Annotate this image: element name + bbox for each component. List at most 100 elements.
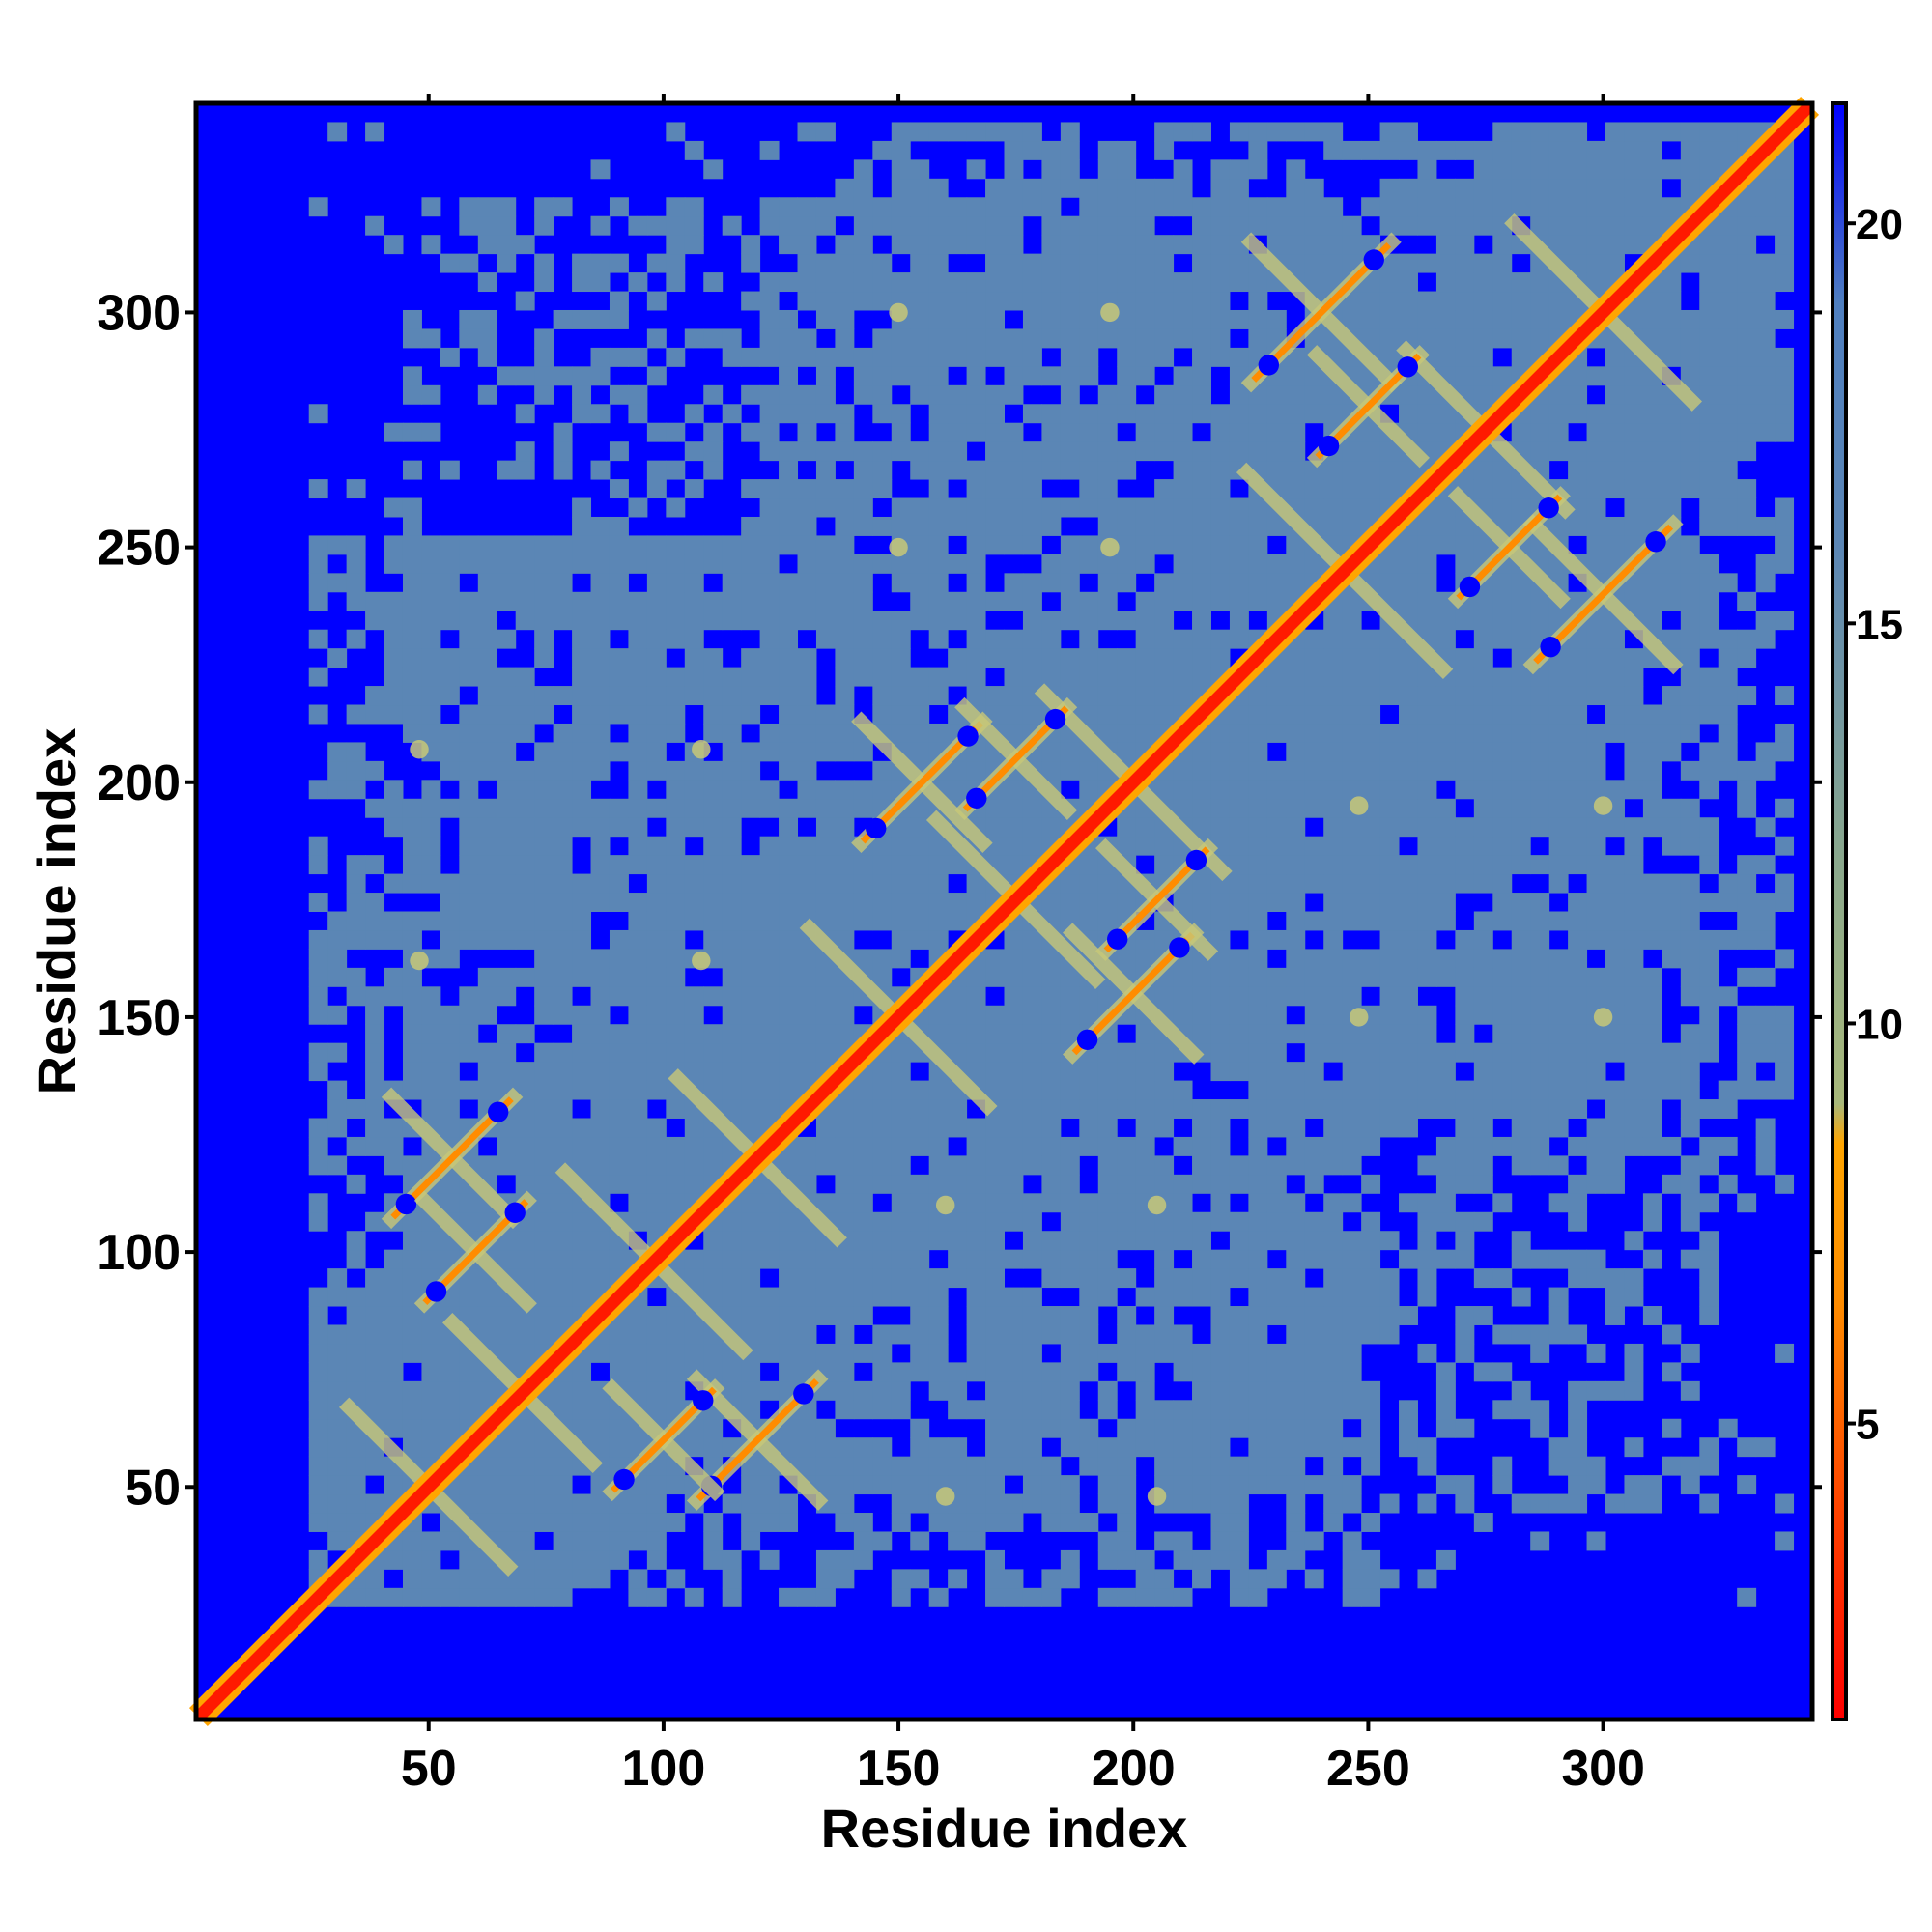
contact-cell xyxy=(421,873,441,894)
contact-cell xyxy=(1323,1418,1344,1438)
contact-cell xyxy=(1041,178,1062,198)
contact-cell xyxy=(703,1042,724,1063)
contact-cell xyxy=(1248,986,1268,1007)
contact-cell xyxy=(1680,253,1700,273)
contact-cell xyxy=(1455,648,1475,668)
contact-cell xyxy=(1342,742,1362,762)
contact-cell xyxy=(1586,178,1606,198)
contact-cell xyxy=(1399,1062,1418,1082)
contact-cell xyxy=(1624,1475,1644,1495)
contact-cell xyxy=(421,798,441,818)
contact-cell xyxy=(1229,1549,1249,1570)
contact-cell xyxy=(853,1456,873,1476)
contact-cell xyxy=(1266,1549,1287,1570)
contact-cell xyxy=(1117,1042,1137,1063)
contact-cell xyxy=(1286,686,1306,706)
contact-cell xyxy=(1586,780,1606,800)
contact-cell xyxy=(759,554,780,574)
contact-cell xyxy=(1248,1569,1268,1589)
contact-cell xyxy=(684,817,704,838)
contact-cell xyxy=(1004,1042,1024,1063)
contact-cell xyxy=(1605,1174,1625,1194)
contact-cell xyxy=(1568,1418,1588,1438)
contact-cell xyxy=(1361,686,1381,706)
contact-cell xyxy=(1642,1118,1662,1138)
contact-cell xyxy=(365,1324,385,1345)
contact-cell xyxy=(1473,1080,1493,1100)
contact-cell xyxy=(1004,235,1024,255)
contact-cell xyxy=(1379,573,1400,593)
contact-cell xyxy=(646,1062,667,1082)
contact-cell xyxy=(308,1418,328,1438)
contact-cell xyxy=(421,1569,441,1589)
contact-cell xyxy=(853,1475,873,1495)
contact-cell xyxy=(948,1456,968,1476)
contact-cell xyxy=(1079,591,1099,611)
contact-cell xyxy=(985,215,1005,236)
contact-cell xyxy=(1530,760,1550,781)
contact-cell xyxy=(609,591,629,611)
contact-cell xyxy=(1642,780,1662,800)
contact-cell xyxy=(815,309,836,329)
contact-cell xyxy=(1154,1231,1175,1251)
motif-hole xyxy=(1169,937,1190,958)
contact-cell xyxy=(872,949,893,969)
contact-cell xyxy=(1455,1343,1475,1363)
contact-cell xyxy=(384,911,404,931)
contact-cell xyxy=(646,1400,667,1420)
contact-cell xyxy=(1361,309,1381,329)
contact-cell xyxy=(1323,855,1344,875)
contact-cell xyxy=(797,1306,817,1325)
contact-cell xyxy=(1718,1080,1738,1100)
contact-cell xyxy=(948,215,968,236)
contact-cell xyxy=(1511,629,1531,649)
contact-cell xyxy=(609,648,629,668)
contact-cell xyxy=(1435,1418,1456,1438)
contact-cell xyxy=(815,1136,836,1156)
contact-cell xyxy=(666,1362,686,1382)
contact-cell xyxy=(759,197,780,217)
contact-cell xyxy=(1060,1306,1080,1325)
contact-cell xyxy=(1399,178,1418,198)
contact-cell xyxy=(948,404,968,424)
contact-cell xyxy=(1097,235,1118,255)
contact-cell xyxy=(384,817,404,838)
contact-cell xyxy=(1680,629,1700,649)
contact-cell xyxy=(459,1549,479,1570)
contact-cell xyxy=(1286,404,1306,424)
contact-cell xyxy=(1022,1155,1042,1176)
contact-cell xyxy=(1399,780,1418,800)
contact-cell xyxy=(1117,1268,1137,1289)
contact-cell xyxy=(553,1268,573,1289)
contact-cell xyxy=(628,404,648,424)
heatmap-plot-area xyxy=(188,96,1820,1727)
contact-cell xyxy=(1323,1324,1344,1345)
contact-cell xyxy=(1511,140,1531,160)
contact-cell xyxy=(1680,441,1700,462)
contact-cell xyxy=(985,404,1005,424)
contact-cell xyxy=(1624,723,1644,743)
contact-cell xyxy=(815,1249,836,1269)
contact-cell xyxy=(722,704,742,724)
contact-cell xyxy=(1210,197,1231,217)
motif-hole xyxy=(1076,1029,1098,1050)
contact-cell xyxy=(1173,291,1193,311)
contact-cell xyxy=(1361,1587,1381,1607)
contact-cell xyxy=(402,1569,422,1589)
contact-cell xyxy=(966,591,986,611)
contact-cell xyxy=(402,1155,422,1176)
contact-cell xyxy=(1624,1099,1644,1119)
contact-cell xyxy=(1361,1099,1381,1119)
contact-cell xyxy=(759,497,780,518)
contact-cell xyxy=(891,1587,911,1607)
contact-cell xyxy=(1342,949,1362,969)
contact-cell xyxy=(384,780,404,800)
contact-cell xyxy=(1079,611,1099,631)
contact-cell xyxy=(815,460,836,480)
contact-cell xyxy=(1473,1005,1493,1025)
contact-cell xyxy=(1135,309,1155,329)
contact-cell xyxy=(797,554,817,574)
contact-cell xyxy=(1455,667,1475,687)
contact-cell xyxy=(1342,460,1362,480)
contact-cell xyxy=(497,836,517,856)
